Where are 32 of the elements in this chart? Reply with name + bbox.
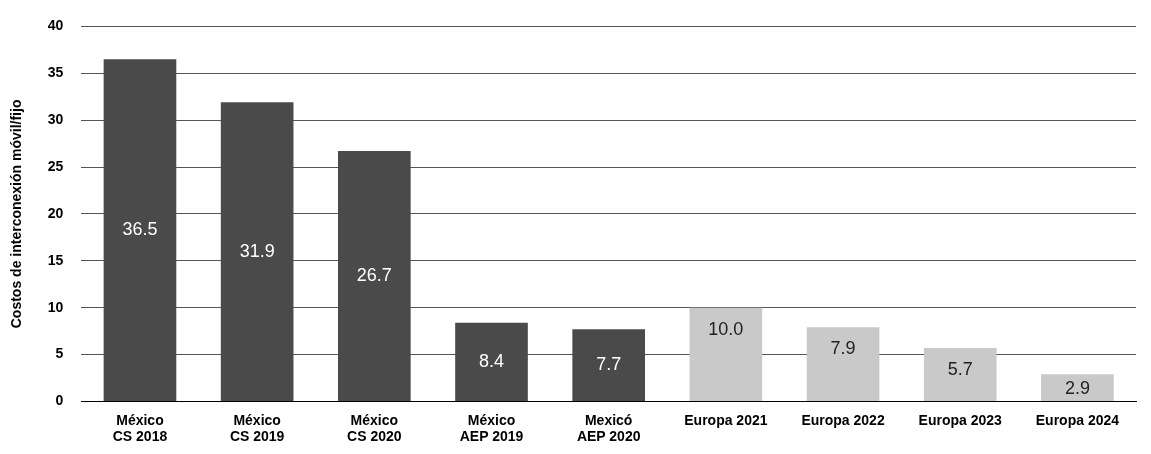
data-label: 2.9 [1064,377,1090,398]
data-label: 10.0 [708,318,744,339]
y-tick-label: 20 [47,204,64,221]
data-label: 31.9 [239,240,275,261]
data-label: 26.7 [356,264,392,285]
data-label: 5.7 [947,358,973,379]
x-tick-label: Europa 2024 [1035,411,1120,428]
x-tick-label: México CS 2020 [347,411,402,445]
x-tick-label: Europa 2023 [918,411,1003,428]
y-tick-label: 25 [47,157,64,174]
y-tick-label: 40 [47,17,64,34]
x-tick-label: México CS 2018 [112,411,168,445]
data-label: 7.7 [596,354,622,375]
y-tick-label: 35 [47,64,64,81]
bar [806,327,880,401]
y-tick-label: 15 [47,251,64,268]
data-label: 7.9 [830,338,856,359]
y-tick-label: 0 [55,392,64,409]
x-tick-label: Europa 2021 [684,411,768,428]
x-tick-label: Europa 2022 [801,411,885,428]
x-tick-label: Mexicó AEP 2020 [576,411,641,445]
data-label: 36.5 [122,219,158,240]
bar [923,347,997,401]
x-tick-label: México AEP 2019 [459,411,524,445]
y-tick-label: 10 [47,298,64,315]
y-axis-title: Costos de interconexión móvil/fijo [8,99,25,329]
bar [1041,374,1114,401]
data-label: 8.4 [478,350,505,371]
x-tick-label: México CS 2019 [229,411,285,445]
bar [689,307,763,401]
y-tick-label: 30 [47,111,64,128]
y-tick-label: 5 [55,345,64,362]
